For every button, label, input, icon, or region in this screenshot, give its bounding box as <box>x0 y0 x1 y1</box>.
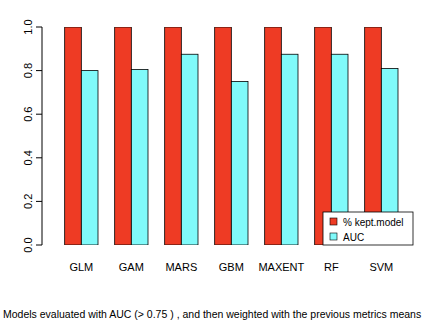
subtitle: Models evaluated with AUC (> 0.75 ) , an… <box>3 308 421 320</box>
y-tick <box>36 27 42 28</box>
y-tick <box>36 157 42 158</box>
bar <box>231 82 248 246</box>
x-tick-label: SVM <box>369 261 393 273</box>
bar <box>265 27 282 245</box>
bar <box>65 27 82 245</box>
bar <box>81 71 98 245</box>
y-axis <box>42 27 43 245</box>
bar <box>181 54 198 245</box>
y-tick <box>36 245 42 246</box>
x-tick-label: RF <box>324 261 339 273</box>
x-tick-label: GBM <box>219 261 244 273</box>
y-tick-label: 0.2 <box>22 194 34 209</box>
y-tick <box>36 70 42 71</box>
legend-swatch <box>330 218 337 225</box>
x-tick-label: GAM <box>119 261 144 273</box>
legend-label: AUC <box>343 232 364 243</box>
legend-box <box>323 212 413 245</box>
y-tick <box>36 114 42 115</box>
bar <box>215 27 232 245</box>
legend-swatch <box>330 233 337 240</box>
bar <box>115 27 132 245</box>
bar <box>131 70 148 245</box>
chart: 0.0 0.2 0.4 0.6 0.8 1.0 GLM GAM MARS GBM MAXENT RF S… <box>0 0 433 325</box>
bar <box>281 54 298 245</box>
x-tick-label: GLM <box>69 261 93 273</box>
y-tick-label: 0.4 <box>22 150 34 165</box>
y-tick-label: 1.0 <box>22 19 34 34</box>
y-tick <box>36 201 42 202</box>
bar <box>165 27 182 245</box>
legend: % kept.model AUC <box>323 212 413 245</box>
y-tick-label: 0.8 <box>22 63 34 78</box>
x-tick-label: MAXENT <box>258 261 304 273</box>
x-tick-label: MARS <box>165 261 197 273</box>
y-tick-label: 0.6 <box>22 107 34 122</box>
legend-label: % kept.model <box>343 217 404 228</box>
y-tick-label: 0.0 <box>22 237 34 252</box>
